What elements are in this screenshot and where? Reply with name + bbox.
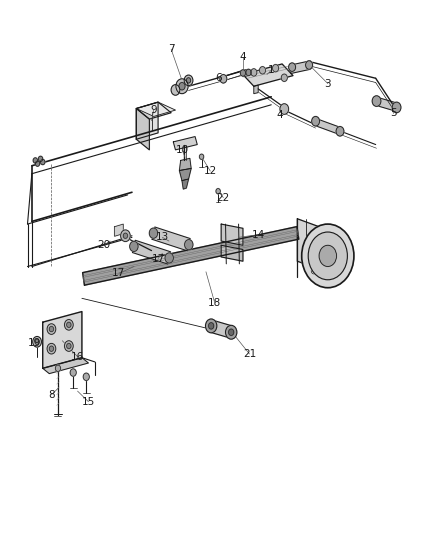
- Circle shape: [306, 61, 313, 69]
- Circle shape: [280, 104, 289, 114]
- Circle shape: [259, 67, 265, 74]
- Circle shape: [184, 75, 193, 86]
- Circle shape: [229, 329, 234, 335]
- Text: 10: 10: [176, 145, 189, 155]
- Text: 4: 4: [240, 52, 246, 62]
- Circle shape: [216, 189, 220, 194]
- Polygon shape: [133, 240, 170, 264]
- Circle shape: [226, 325, 237, 339]
- Circle shape: [165, 253, 173, 263]
- Circle shape: [251, 69, 257, 76]
- Text: 21: 21: [243, 349, 256, 359]
- Circle shape: [33, 158, 38, 163]
- Polygon shape: [115, 224, 123, 236]
- Circle shape: [302, 224, 354, 288]
- Polygon shape: [182, 179, 188, 189]
- Text: 3: 3: [325, 78, 331, 88]
- Circle shape: [319, 245, 336, 266]
- Circle shape: [372, 96, 381, 107]
- Circle shape: [70, 369, 76, 376]
- Circle shape: [171, 85, 180, 95]
- Circle shape: [184, 240, 193, 250]
- Circle shape: [176, 79, 188, 94]
- Circle shape: [55, 365, 60, 372]
- Polygon shape: [243, 69, 249, 77]
- Text: 13: 13: [156, 232, 169, 243]
- Polygon shape: [315, 118, 341, 135]
- Text: 17: 17: [152, 254, 165, 263]
- Circle shape: [272, 64, 279, 72]
- Polygon shape: [243, 64, 293, 86]
- Polygon shape: [83, 227, 299, 285]
- Text: 4: 4: [277, 110, 283, 120]
- Polygon shape: [254, 85, 258, 94]
- Text: 9: 9: [150, 105, 157, 115]
- Circle shape: [149, 228, 158, 238]
- Polygon shape: [43, 358, 88, 374]
- Polygon shape: [221, 245, 243, 261]
- Circle shape: [83, 373, 89, 381]
- Text: 22: 22: [217, 192, 230, 203]
- Circle shape: [64, 341, 73, 351]
- Circle shape: [39, 156, 43, 161]
- Circle shape: [312, 116, 320, 126]
- Circle shape: [120, 230, 130, 241]
- Circle shape: [130, 241, 138, 252]
- Text: 18: 18: [208, 297, 221, 308]
- Circle shape: [49, 326, 53, 332]
- Circle shape: [33, 336, 42, 347]
- Text: 1: 1: [268, 66, 275, 75]
- Text: 8: 8: [48, 390, 55, 400]
- Text: 6: 6: [215, 73, 223, 83]
- Text: 5: 5: [390, 108, 396, 118]
- Circle shape: [47, 343, 56, 354]
- Circle shape: [41, 159, 45, 165]
- Circle shape: [123, 233, 127, 238]
- Circle shape: [205, 319, 217, 333]
- Polygon shape: [136, 109, 149, 150]
- Polygon shape: [152, 227, 190, 251]
- Polygon shape: [173, 136, 197, 150]
- Circle shape: [186, 78, 191, 83]
- Polygon shape: [210, 319, 232, 338]
- Polygon shape: [180, 158, 191, 171]
- Circle shape: [281, 74, 287, 82]
- Circle shape: [64, 319, 73, 330]
- Text: 16: 16: [71, 352, 84, 361]
- Circle shape: [67, 322, 71, 327]
- Circle shape: [220, 75, 227, 83]
- Text: 15: 15: [82, 397, 95, 407]
- Text: 7: 7: [168, 44, 174, 54]
- Circle shape: [336, 126, 344, 136]
- Circle shape: [208, 322, 214, 329]
- Circle shape: [35, 339, 39, 344]
- Text: 12: 12: [204, 166, 217, 176]
- Text: 20: 20: [97, 240, 110, 251]
- Polygon shape: [136, 102, 158, 139]
- Text: 19: 19: [28, 338, 41, 349]
- Polygon shape: [43, 312, 82, 368]
- Polygon shape: [291, 61, 311, 74]
- Polygon shape: [221, 224, 243, 245]
- Circle shape: [179, 83, 185, 90]
- Text: 17: 17: [112, 269, 126, 278]
- Circle shape: [199, 154, 204, 159]
- Circle shape: [240, 70, 246, 76]
- Circle shape: [289, 63, 296, 71]
- Polygon shape: [136, 102, 171, 119]
- Circle shape: [392, 102, 401, 113]
- Circle shape: [67, 343, 71, 349]
- Polygon shape: [180, 168, 191, 181]
- Polygon shape: [136, 102, 176, 116]
- Circle shape: [308, 232, 347, 280]
- Circle shape: [47, 324, 56, 334]
- Circle shape: [49, 346, 53, 351]
- Text: 14: 14: [251, 230, 265, 240]
- Circle shape: [311, 268, 317, 274]
- Polygon shape: [376, 97, 397, 112]
- Circle shape: [35, 161, 40, 166]
- Polygon shape: [297, 219, 341, 277]
- Circle shape: [246, 69, 251, 76]
